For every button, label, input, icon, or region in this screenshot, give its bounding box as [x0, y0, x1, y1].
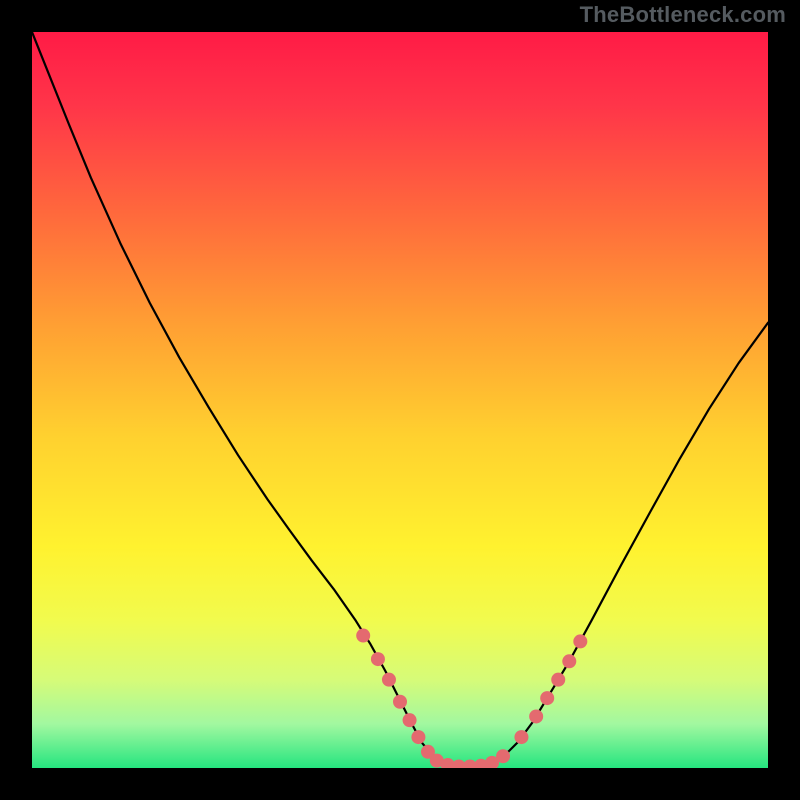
data-marker	[403, 713, 417, 727]
plot-area	[32, 32, 768, 768]
gradient-background	[32, 32, 768, 768]
plot-svg	[32, 32, 768, 768]
data-marker	[540, 691, 554, 705]
data-marker	[562, 654, 576, 668]
watermark-text: TheBottleneck.com	[580, 2, 786, 28]
data-marker	[573, 634, 587, 648]
data-marker	[411, 730, 425, 744]
data-marker	[371, 652, 385, 666]
data-marker	[356, 629, 370, 643]
data-marker	[382, 673, 396, 687]
data-marker	[529, 709, 543, 723]
data-marker	[514, 730, 528, 744]
data-marker	[551, 673, 565, 687]
data-marker	[393, 695, 407, 709]
data-marker	[496, 749, 510, 763]
chart-frame: TheBottleneck.com	[0, 0, 800, 800]
